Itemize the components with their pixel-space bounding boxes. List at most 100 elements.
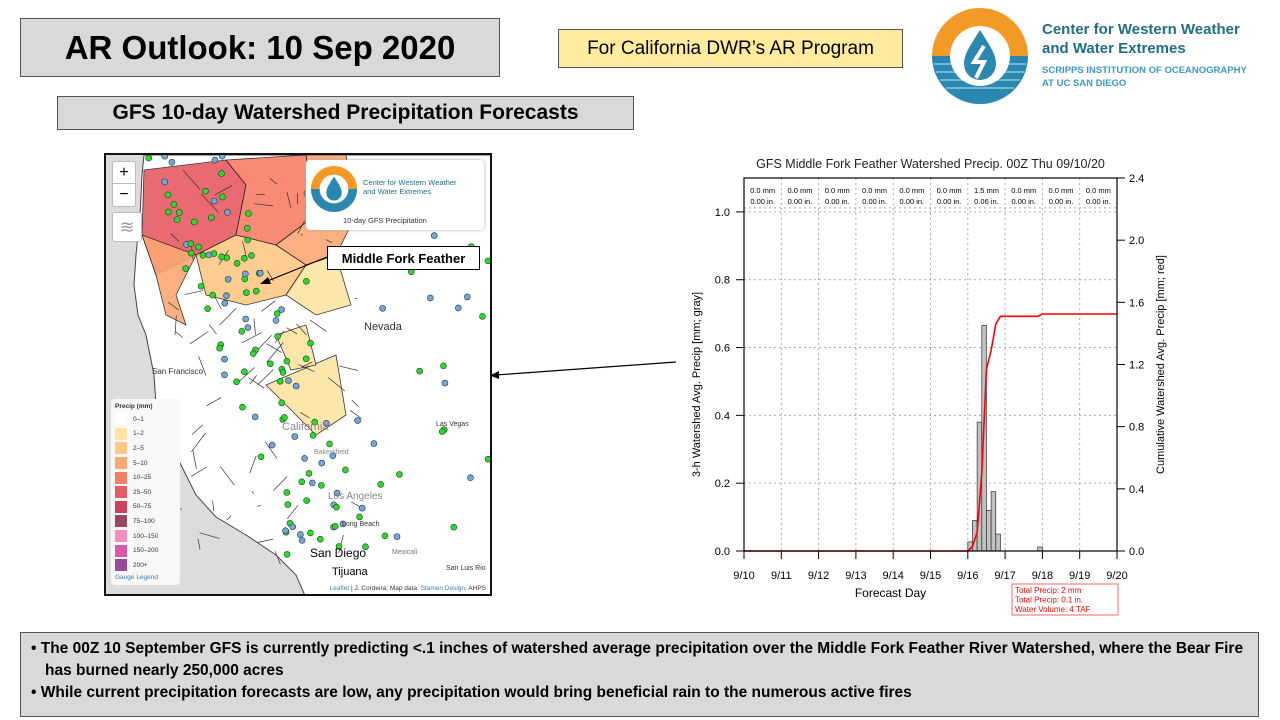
map-label-california: California [282, 421, 329, 433]
gauge-station [218, 253, 225, 261]
watershed-boundary [256, 334, 272, 352]
gauge-station [161, 155, 169, 160]
gauge-station [467, 474, 474, 481]
legend-swatch [115, 559, 127, 572]
watershed-boundary [274, 551, 281, 565]
gauge-station [440, 362, 447, 370]
map-logo-caption: 10-day GFS Precipitation [343, 216, 427, 225]
layers-icon[interactable]: ≋ [112, 212, 142, 242]
legend-item: 5–10 [115, 456, 176, 471]
gauge-station [182, 265, 190, 272]
map-to-chart-arrow [490, 361, 677, 379]
gauge-station [218, 155, 226, 160]
daily-total-in: 0.00 in. [937, 197, 962, 206]
gauge-station [202, 187, 209, 195]
watershed-boundary [212, 500, 215, 512]
zoom-out-button[interactable]: − [112, 183, 136, 207]
leaflet-link[interactable]: Leaflet [329, 585, 350, 592]
gauge-station [238, 328, 246, 335]
map-legend: Precip (mm) 0–1 1–2 2–5 5–10 10–25 25–50 50–75… [111, 399, 180, 585]
precip-map[interactable]: + − ≋ Nevada San Francisco California La… [104, 153, 492, 596]
gauge-station [307, 529, 314, 537]
gauge-legend-link[interactable]: Gauge Legend [115, 573, 159, 581]
watershed-boundary [273, 476, 288, 491]
gauge-station [455, 304, 462, 312]
logo-line1: Center for Western Weather [1042, 21, 1240, 38]
daily-total-in: 0.06 in. [974, 197, 999, 206]
map-label-mexicali: Mexicali [392, 549, 418, 556]
zoom-in-button[interactable]: + [112, 161, 136, 185]
gauge-station [248, 252, 255, 259]
watershed-boundary [286, 327, 298, 335]
watershed-boundary [286, 192, 292, 208]
legend-swatch [115, 515, 127, 528]
watershed-boundary [198, 356, 207, 376]
watershed-boundary [170, 233, 180, 242]
y-tick-label: 1.0 [715, 207, 730, 219]
watershed-boundary [249, 375, 257, 385]
gauge-station [233, 378, 240, 386]
watershed-boundary [167, 301, 180, 311]
daily-total-in: 0.00 in. [750, 197, 775, 206]
attribution-end: , AHPS [465, 585, 486, 592]
daily-total-in: 0.00 in. [1049, 197, 1074, 206]
gauge-station [333, 489, 341, 497]
gauge-station [209, 291, 216, 299]
gauge-station [326, 440, 333, 448]
daily-total-mm: 0.0 mm [937, 186, 962, 195]
map-label-nevada: Nevada [364, 321, 402, 333]
gauge-station [311, 418, 319, 426]
gauge-station [396, 471, 403, 478]
watershed-boundary [200, 193, 220, 214]
logo-line4: AT UC SAN DIEGO [1042, 78, 1127, 89]
gauge-station [244, 324, 252, 331]
gauge-station [430, 232, 438, 239]
watershed-boundary [184, 290, 204, 295]
gauge-station [268, 441, 276, 449]
gauge-station [204, 305, 211, 312]
gauge-station [253, 287, 260, 295]
gauge-station [302, 355, 310, 363]
legend-swatch [115, 457, 127, 470]
gauge-station [145, 155, 153, 162]
watershed-boundary [265, 441, 278, 459]
gauge-station [161, 178, 168, 186]
daily-total-in: 0.00 in. [862, 197, 887, 206]
legend-label: 0–1 [133, 415, 144, 423]
legend-item: 2–5 [115, 441, 176, 456]
legend-item: 75–100 [115, 514, 176, 529]
legend-swatch [115, 530, 127, 543]
gauge-station [370, 440, 378, 447]
watershed-boundary [286, 505, 299, 519]
cw3e-logo-icon [932, 8, 1028, 104]
watershed-boundary [256, 369, 274, 386]
watershed-boundary [174, 315, 177, 335]
gauge-station [242, 270, 249, 278]
summary-line: Total Precip: 0.1 in. [1015, 596, 1083, 605]
watershed-region [265, 354, 347, 436]
legend-label: 75–100 [133, 517, 155, 525]
gauge-station [464, 293, 471, 301]
watershed-boundary [226, 515, 232, 521]
watershed-boundary [249, 455, 257, 474]
gauge-station [303, 497, 310, 504]
x-tick-label: 9/12 [808, 570, 829, 582]
gauge-station [276, 377, 284, 385]
legend-item: 50–75 [115, 500, 176, 515]
watershed-boundary [351, 399, 359, 407]
stamen-link[interactable]: Stamen Design [420, 585, 466, 592]
watershed-boundary [266, 342, 284, 363]
y-tick-label: 0.4 [715, 410, 730, 422]
daily-total-in: 0.00 in. [788, 197, 813, 206]
daily-total-in: 0.00 in. [1086, 197, 1111, 206]
gauge-station [354, 417, 361, 424]
watershed-boundary [206, 397, 222, 407]
legend-swatch [115, 442, 127, 455]
gauge-station [342, 466, 349, 474]
watershed-boundary [182, 169, 200, 190]
gauge-station [479, 313, 486, 320]
watershed-boundary [257, 504, 261, 507]
gauge-station [309, 432, 317, 439]
gauge-station [211, 156, 219, 164]
watershed-boundary [254, 203, 274, 207]
